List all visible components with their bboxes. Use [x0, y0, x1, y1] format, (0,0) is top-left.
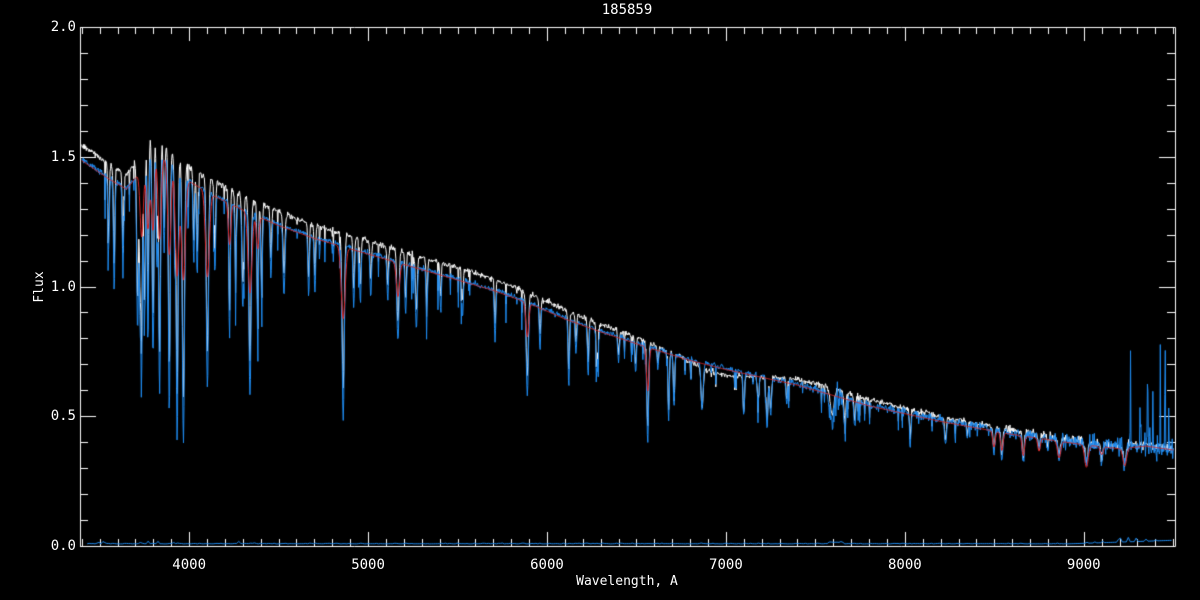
x-tick-label: 8000 — [887, 557, 922, 573]
y-tick-label: 1.0 — [50, 278, 76, 295]
x-axis-label: Wavelength, A — [576, 574, 678, 589]
x-tick-label: 9000 — [1066, 557, 1101, 573]
x-tick-label: 7000 — [709, 557, 743, 573]
y-tick-label: 1.5 — [50, 148, 76, 165]
x-tick-label: 6000 — [530, 557, 564, 573]
chart-title: 185859 — [601, 2, 653, 18]
x-tick-label: 4000 — [172, 557, 206, 573]
y-tick-label: 2.0 — [50, 19, 76, 35]
y-tick-label: 0.5 — [50, 408, 76, 425]
y-tick-label: 0.0 — [50, 538, 76, 554]
x-tick-label: 5000 — [351, 557, 385, 573]
